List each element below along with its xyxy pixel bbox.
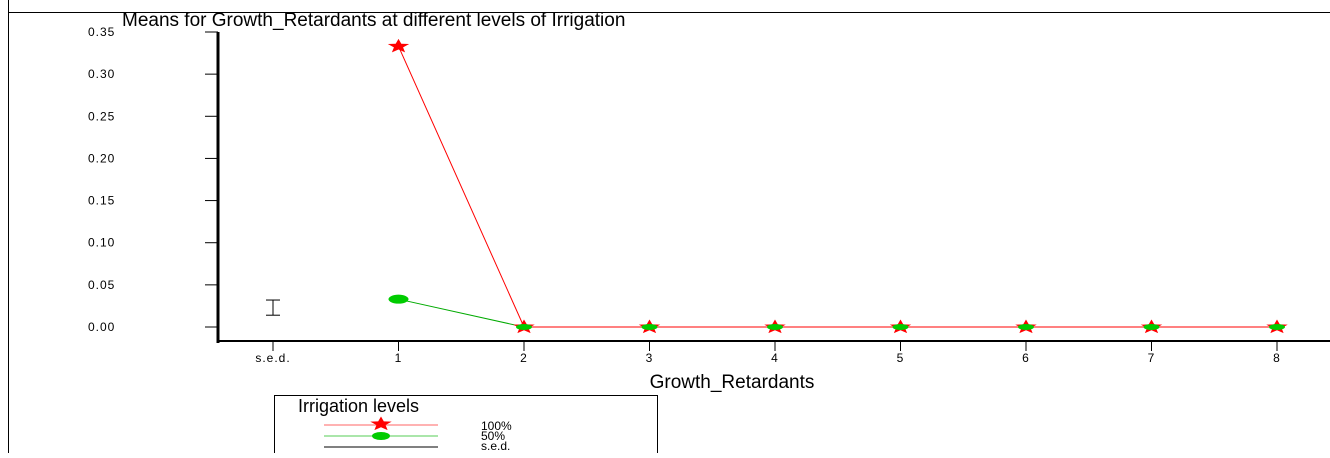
x-tick-label: 4 (771, 351, 779, 365)
sed-bar (266, 299, 280, 316)
data-point-star (387, 38, 410, 53)
x-tick-label: s.e.d. (255, 351, 290, 365)
y-tick-label: 0.05 (88, 278, 115, 292)
legend-label-100: 100% (481, 419, 512, 433)
data-point-circle (516, 324, 532, 330)
legend-label-50: 50% (481, 429, 505, 443)
x-tick-label: 3 (646, 351, 654, 365)
y-tick-label: 0.25 (88, 109, 115, 123)
data-point-circle (1018, 324, 1034, 330)
x-ticks: s.e.d. 1 2 3 4 5 6 7 8 (255, 341, 1281, 365)
y-tick-label: 0.15 (88, 194, 115, 208)
legend-circle-marker (372, 432, 390, 440)
y-tick-label: 0.35 (88, 25, 115, 39)
x-tick-label: 8 (1273, 351, 1281, 365)
data-point-circle (892, 324, 909, 330)
data-point-circle (767, 324, 783, 330)
series-lines (398, 46, 1277, 328)
legend: Irrigation levels 100% 50% s.e.d. (274, 395, 658, 453)
x-tick-label: 6 (1022, 351, 1030, 365)
legend-star-marker (370, 416, 392, 431)
y-tick-label: 0.20 (88, 151, 115, 165)
x-axis-label: Growth_Retardants (650, 372, 815, 393)
series-markers (387, 38, 1288, 334)
legend-label-sed: s.e.d. (481, 439, 510, 453)
series-line (398, 46, 1277, 328)
data-point-circle (388, 294, 409, 304)
y-tick-label: 0.30 (88, 67, 115, 81)
data-point-circle (1143, 324, 1160, 330)
data-point-circle (1269, 324, 1285, 330)
x-tick-label: 7 (1148, 351, 1156, 365)
y-tick-label: 0.00 (88, 320, 115, 334)
y-ticks: 0.00 0.05 0.10 0.15 0.20 0.25 0.30 0.35 (88, 25, 218, 334)
series-line (398, 298, 1277, 328)
data-point-circle (641, 324, 658, 330)
y-tick-label: 0.10 (88, 236, 115, 250)
x-tick-label: 5 (897, 351, 905, 365)
x-tick-label: 1 (395, 351, 403, 365)
chart-title: Means for Growth_Retardants at different… (122, 10, 625, 31)
x-tick-label: 2 (520, 351, 528, 365)
legend-title: Irrigation levels (298, 396, 419, 416)
